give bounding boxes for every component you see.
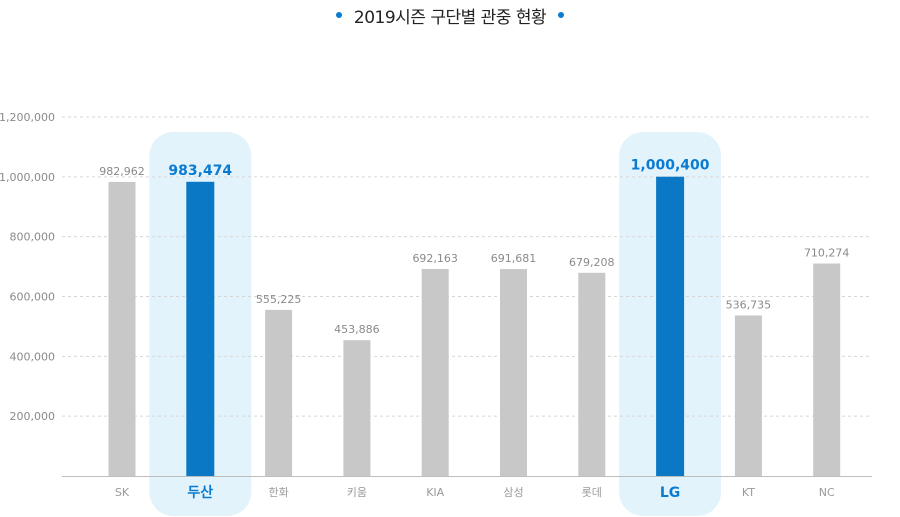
data-label: 1,000,400 <box>631 158 710 174</box>
bar <box>578 272 606 476</box>
data-label: 691,681 <box>491 252 537 265</box>
data-label: 692,163 <box>412 252 458 265</box>
bar <box>343 340 371 476</box>
x-tick-label: 삼성 <box>503 486 523 499</box>
x-tick-label: 롯데 <box>582 486 602 499</box>
y-tick-label: 1,200,000 <box>0 111 55 124</box>
x-tick-label: 키움 <box>347 486 367 499</box>
title-bullet-left-icon <box>335 12 342 18</box>
y-tick-label: 200,000 <box>10 410 56 423</box>
x-tick-label: 두산 <box>187 484 213 501</box>
bar <box>265 309 293 476</box>
x-tick-label: LG <box>660 485 680 501</box>
y-tick-label: 1,000,000 <box>0 171 55 184</box>
y-tick-label: 600,000 <box>10 291 56 304</box>
x-tick-label: NC <box>819 486 835 499</box>
bar <box>734 315 762 476</box>
chart-title: 2019시즌 구단별 관중 현황 <box>353 7 547 28</box>
chart-title-bar: 2019시즌 구단별 관중 현황 <box>0 2 900 28</box>
title-bullet-right-icon <box>558 12 565 18</box>
data-label: 710,274 <box>804 247 850 260</box>
bar <box>186 181 215 477</box>
bar <box>108 181 136 476</box>
data-label: 536,735 <box>726 298 772 311</box>
x-tick-label: KIA <box>426 486 444 499</box>
data-label: 453,886 <box>334 323 380 336</box>
bar <box>421 268 449 476</box>
y-tick-label: 400,000 <box>10 350 56 363</box>
data-label: 982,962 <box>99 165 145 178</box>
bar <box>500 269 527 476</box>
data-label: 679,208 <box>569 256 615 269</box>
x-tick-label: SK <box>115 486 130 499</box>
x-tick-label: KT <box>742 486 755 499</box>
x-tick-label: 한화 <box>268 486 288 499</box>
bar <box>813 263 841 476</box>
data-label: 555,225 <box>256 293 302 306</box>
data-label: 983,474 <box>168 163 232 179</box>
y-tick-label: 800,000 <box>10 231 56 244</box>
bar <box>656 176 685 476</box>
